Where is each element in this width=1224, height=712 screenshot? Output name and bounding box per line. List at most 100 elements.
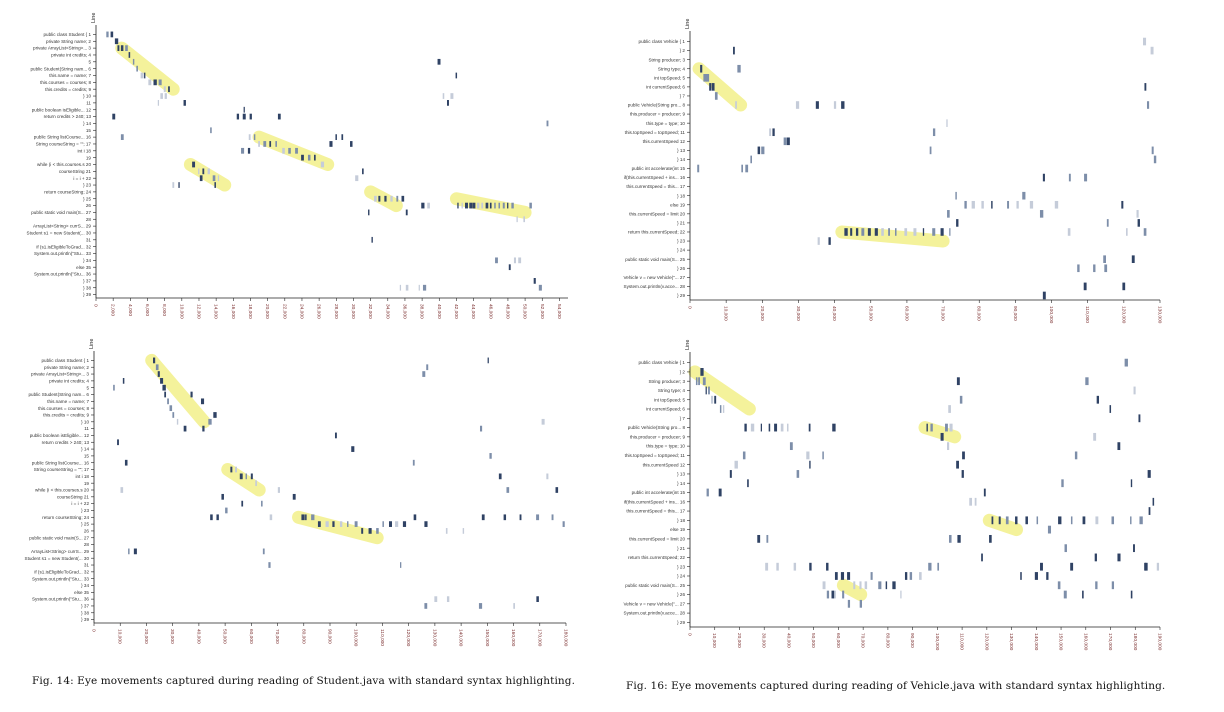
y-tick-label: private ArrayList<String>... 3 — [33, 46, 91, 51]
x-tick-label: 8,000 — [161, 304, 167, 316]
fixation-mark — [253, 134, 256, 140]
y-tick-label: int i 18 — [77, 148, 91, 153]
x-tick-label: 150,000 — [1058, 633, 1064, 651]
fixation-mark — [1109, 405, 1112, 413]
fixation-mark — [122, 378, 125, 384]
x-tick-label: 46,000 — [487, 304, 493, 319]
fixation-mark — [502, 202, 505, 209]
y-tick-label: String courseString = ""; 17 — [36, 142, 92, 147]
fixation-mark — [533, 278, 536, 284]
fixation-mark — [1133, 386, 1136, 395]
fixation-mark — [396, 195, 399, 202]
fixation-mark — [217, 175, 220, 182]
y-tick-label: 19 — [86, 155, 92, 160]
y-tick-label: } 29 — [677, 620, 685, 625]
y-tick-label: } 23 — [677, 239, 685, 244]
fixation-mark — [144, 72, 146, 79]
y-tick-label: this.name = name; 7 — [49, 73, 91, 78]
y-tick-label: this.credits = credits; 9 — [43, 413, 89, 418]
fixation-mark — [216, 514, 219, 521]
x-tick-label: 190,000 — [1157, 633, 1163, 651]
fixation-mark — [148, 79, 152, 86]
fixation-mark — [766, 534, 769, 543]
y-tick-label: } 39 — [83, 292, 91, 297]
y-tick-label: this.currentSpeed = limit 20 — [629, 211, 685, 216]
x-tick-label: 16,000 — [230, 304, 236, 319]
fixation-mark — [971, 200, 975, 209]
x-tick-label: 80,000 — [976, 306, 982, 321]
fixation-mark — [277, 113, 281, 120]
x-tick-label: 32,000 — [367, 304, 373, 319]
x-tick-label: 34,000 — [384, 304, 390, 319]
fixation-mark — [981, 200, 984, 209]
y-tick-label: 5 — [86, 385, 89, 390]
x-tick-label: 180,000 — [1132, 633, 1138, 651]
fixation-mark — [114, 38, 119, 45]
fixation-mark — [834, 572, 838, 580]
fixation-mark — [507, 202, 509, 209]
fixation-mark — [1121, 200, 1124, 209]
y-tick-label: this.topSpeed = topSpeed; 11 — [625, 130, 686, 135]
x-tick-label: 18,000 — [247, 304, 253, 319]
fixation-mark — [198, 168, 200, 175]
y-tick-label: } 25 — [83, 196, 91, 201]
fixation-mark — [551, 514, 554, 521]
fixation-mark — [1143, 37, 1147, 46]
fixation-mark — [418, 284, 420, 291]
y-tick-label: } 14 — [81, 447, 89, 452]
fixation-mark — [822, 451, 824, 460]
fixation-mark — [783, 137, 787, 146]
y-tick-label: } 7 — [680, 416, 686, 421]
fixation-mark — [424, 521, 428, 527]
fixation-mark — [1016, 200, 1019, 209]
y-tick-label: this.type = type; 10 — [646, 444, 685, 449]
y-tick-label: 26 — [84, 529, 90, 534]
fixation-mark — [167, 398, 169, 405]
x-tick-label: 52,000 — [539, 304, 545, 319]
fixation-mark — [263, 141, 267, 147]
y-tick-label: if (s1.isEligibleToGrad... 32 — [34, 569, 89, 574]
x-tick-label: 0 — [91, 629, 97, 632]
fixation-mark — [1144, 83, 1147, 91]
fixation-mark — [815, 101, 819, 109]
y-tick-label: } 26 — [677, 592, 685, 597]
y-tick-label: while (i < this.courses.s 20 — [35, 488, 89, 493]
x-tick-label: 110,000 — [379, 629, 385, 646]
fixation-mark — [774, 423, 778, 432]
highlight-region — [292, 510, 384, 545]
fixation-mark — [536, 514, 540, 521]
fixation-mark — [780, 423, 784, 432]
fixation-mark — [405, 284, 409, 291]
y-tick-label: 5 — [88, 59, 91, 64]
fixation-mark — [959, 395, 963, 404]
y-tick-label: 19 — [84, 481, 90, 486]
fixation-mark — [465, 202, 468, 209]
fixation-mark — [389, 521, 392, 527]
fixation-mark — [991, 516, 994, 525]
highlight-region — [115, 41, 180, 96]
fixation-mark — [221, 493, 224, 500]
x-tick-label: 50,000 — [222, 629, 228, 644]
fixation-mark — [307, 154, 311, 161]
fixation-mark — [341, 134, 344, 140]
x-tick-label: 50,000 — [522, 304, 528, 319]
y-tick-label: } 34 — [81, 583, 89, 588]
fixation-mark — [1083, 282, 1087, 291]
fixation-mark — [789, 442, 793, 451]
x-tick-label: 30,000 — [761, 633, 767, 648]
fixation-mark — [508, 264, 511, 271]
y-tick-label: } 37 — [81, 604, 89, 609]
fixation-mark — [350, 141, 353, 147]
fixation-mark — [795, 101, 800, 109]
fixation-mark — [1042, 173, 1045, 182]
y-tick-label: } 24 — [677, 248, 685, 253]
fixation-mark — [368, 209, 370, 216]
x-tick-label: 60,000 — [248, 629, 254, 644]
fixation-mark — [698, 377, 701, 386]
fixation-mark — [368, 528, 372, 534]
y-tick-label: return this.currentSpeed; 22 — [628, 555, 685, 560]
fixation-mark — [277, 487, 281, 493]
fixation-mark — [546, 120, 549, 127]
fixation-mark — [477, 202, 480, 209]
fixation-mark — [1122, 282, 1126, 291]
